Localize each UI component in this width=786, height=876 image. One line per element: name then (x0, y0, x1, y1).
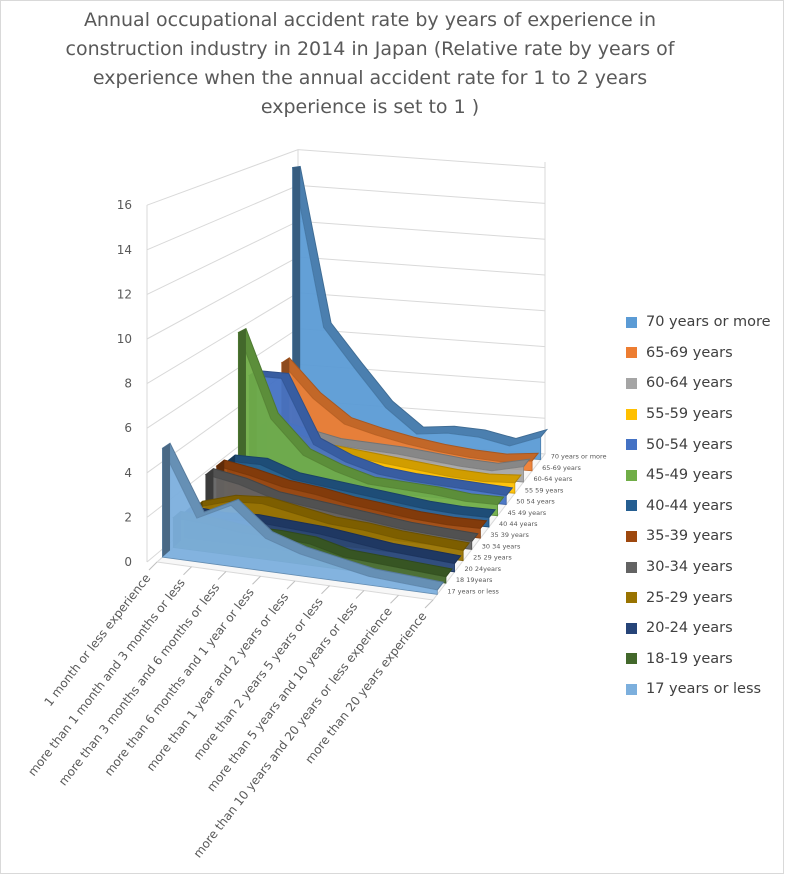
y-tick-label: 16 (117, 198, 132, 212)
series-40-44-years (226, 454, 496, 528)
legend-swatch (626, 592, 637, 604)
y-tick-label: 2 (124, 510, 132, 524)
x-tick-mark (424, 599, 434, 609)
legend-item: 55-59 years (626, 399, 786, 430)
series-area (162, 448, 438, 595)
x-tick-mark (321, 585, 330, 595)
legend-swatch (626, 347, 637, 359)
depth-axis-label: 45 49 years (508, 509, 547, 517)
x-tick-mark (355, 590, 365, 599)
series-side-face (238, 328, 246, 490)
legend-item: 65-69 years (626, 338, 786, 369)
x-tick-mark (252, 575, 261, 585)
y-tick-label: 10 (117, 332, 132, 346)
legend-item: 70 years or more (626, 307, 786, 338)
legend-swatch (626, 653, 637, 665)
legend-label: 25-29 years (646, 589, 733, 606)
legend-item: 60-64 years (626, 368, 786, 399)
y-tick-label: 4 (124, 466, 132, 480)
depth-axis-label: 18 19years (456, 576, 493, 584)
legend-item: 17 years or less (626, 674, 786, 705)
x-tick-mark (286, 580, 296, 590)
x-tick-mark (390, 594, 399, 604)
legend-swatch (626, 408, 637, 420)
depth-axis-label: 40 44 years (499, 520, 538, 528)
x-tick-mark (148, 561, 158, 571)
y-tick-label: 12 (117, 287, 132, 301)
legend-item: 18-19 years (626, 644, 786, 675)
legend-label: 18-19 years (646, 650, 733, 667)
x-tick-mark (183, 566, 192, 576)
legend-label: 20-24 years (646, 620, 733, 637)
series-17-years-or-less (161, 442, 445, 595)
y-tick-label: 8 (124, 377, 132, 391)
depth-axis-label: 50 54 years (516, 498, 555, 506)
depth-axis-label: 70 years or more (551, 453, 607, 461)
chart-legend: 70 years or more 65-69 years 60-64 years 55… (626, 307, 786, 705)
depth-axis-label: 17 years or less (447, 587, 499, 595)
x-tick-label: more than 1 year and 2 years or less (144, 590, 292, 774)
legend-swatch (626, 500, 637, 512)
legend-item: 40-44 years (626, 491, 786, 522)
legend-item: 20-24 years (626, 613, 786, 644)
legend-swatch (626, 439, 637, 451)
legend-item: 25-29 years (626, 582, 786, 613)
depth-axis-label: 55 59 years (525, 486, 564, 494)
legend-label: 60-64 years (646, 375, 733, 392)
gridline-16 (146, 149, 546, 206)
depth-axis-label: 30 34 years (482, 542, 521, 550)
y-tick-label: 0 (124, 555, 132, 569)
legend-item: 50-54 years (626, 429, 786, 460)
legend-swatch (626, 316, 637, 328)
legend-swatch (626, 377, 637, 389)
y-tick-label: 6 (124, 421, 132, 435)
legend-label: 40-44 years (646, 497, 733, 514)
legend-label: 65-69 years (646, 344, 733, 361)
gridline-14 (146, 184, 546, 251)
legend-swatch (626, 683, 637, 695)
legend-swatch (626, 622, 637, 634)
depth-axis-label: 20 24years (465, 565, 502, 573)
legend-swatch (626, 561, 637, 573)
y-tick-label: 14 (117, 243, 132, 257)
depth-axis-label: 35 39 years (490, 531, 529, 539)
legend-item: 30-34 years (626, 552, 786, 583)
legend-item: 45-49 years (626, 460, 786, 491)
legend-swatch (626, 469, 637, 481)
gridline-12 (146, 220, 546, 295)
legend-label: 50-54 years (646, 436, 733, 453)
legend-item: 35-39 years (626, 521, 786, 552)
legend-label: 17 years or less (646, 681, 762, 698)
legend-label: 30-34 years (646, 559, 733, 576)
legend-label: 55-59 years (646, 406, 733, 423)
depth-axis-label: 25 29 years (473, 554, 512, 562)
legend-label: 70 years or more (646, 314, 771, 331)
gridline-10 (146, 256, 546, 340)
legend-label: 45-49 years (646, 467, 733, 484)
series-side-face (162, 443, 171, 558)
depth-axis-label: 65-69 years (542, 464, 581, 472)
x-tick-mark (217, 571, 227, 580)
chart-title: Annual occupational accident rate by yea… (65, 9, 675, 118)
legend-label: 35-39 years (646, 528, 733, 545)
legend-swatch (626, 530, 637, 542)
depth-axis-label: 60-64 years (533, 475, 572, 483)
